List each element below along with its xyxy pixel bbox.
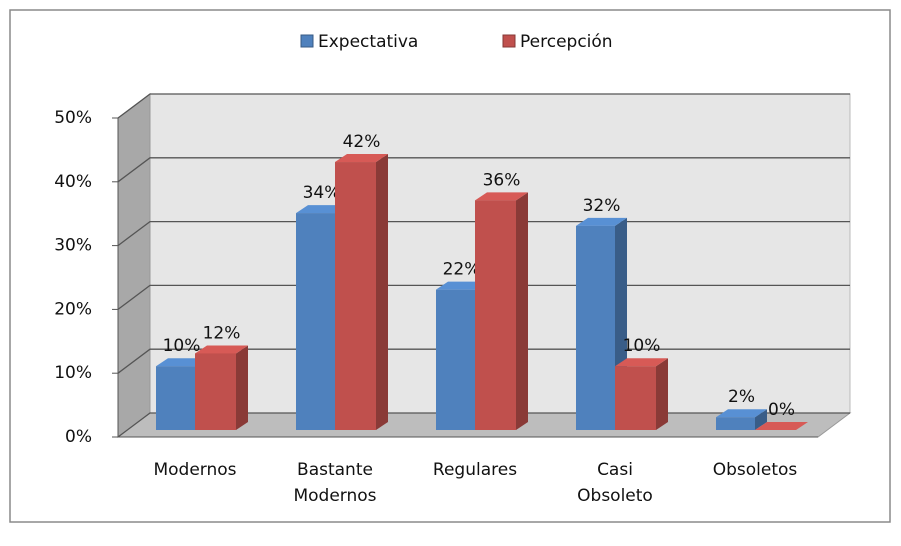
x-tick-label: Bastante Modernos (293, 460, 377, 506)
legend-label: Expectativa (318, 32, 418, 52)
bar-front (716, 417, 755, 430)
bar (195, 345, 248, 430)
x-tick-label: Obsoletos (712, 460, 798, 480)
bar-side (656, 358, 668, 430)
bar-front (475, 200, 516, 430)
bar-front (296, 213, 335, 430)
data-label: 10% (163, 336, 201, 356)
bar-top (335, 154, 388, 163)
bar-side (376, 154, 388, 431)
data-label: 22% (443, 260, 481, 280)
bar-front (335, 162, 376, 431)
data-label: 34% (303, 183, 341, 203)
bar (335, 154, 388, 431)
bar-front (195, 353, 236, 430)
bar (475, 192, 528, 430)
bar-front (576, 225, 615, 430)
y-tick-label: 30% (54, 236, 92, 256)
data-label: 36% (483, 170, 521, 190)
data-label: 0% (768, 400, 795, 420)
bar (615, 358, 668, 430)
legend-swatch (300, 34, 314, 48)
bar-front (156, 366, 195, 430)
data-label: 42% (343, 132, 381, 152)
legend-label: Percepción (520, 32, 613, 52)
side-wall (117, 93, 151, 438)
data-label: 12% (203, 323, 241, 343)
y-tick-label: 40% (54, 172, 92, 192)
bar-top (296, 205, 347, 214)
x-tick-label: Regulares (432, 460, 518, 480)
grid-line (117, 157, 850, 183)
data-label: 2% (728, 387, 755, 407)
y-tick-label: 0% (65, 427, 92, 447)
y-tick-label: 20% (54, 299, 92, 319)
bar-side (516, 192, 528, 430)
legend-swatch (502, 34, 516, 48)
y-tick-label: 50% (54, 108, 92, 128)
bar-top (195, 345, 248, 354)
bar-top (576, 217, 627, 226)
bar-front (436, 289, 475, 430)
data-label: 10% (623, 336, 661, 356)
y-tick-label: 10% (54, 363, 92, 383)
bar-top (716, 409, 767, 418)
bar-top (156, 358, 207, 367)
bar-front (615, 366, 656, 430)
bar-top (436, 281, 487, 290)
bar-top (615, 358, 668, 367)
bar-top (755, 422, 808, 430)
data-label: 32% (583, 196, 621, 216)
bar-top (475, 192, 528, 201)
x-tick-label: Casi Obsoleto (577, 460, 653, 506)
bar-side (755, 409, 767, 430)
bar-side (236, 345, 248, 430)
x-tick-label: Modernos (153, 460, 237, 480)
bar (755, 422, 808, 430)
grid-line (117, 93, 850, 119)
bar (716, 409, 767, 430)
